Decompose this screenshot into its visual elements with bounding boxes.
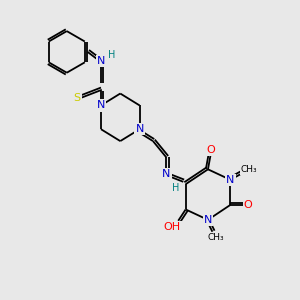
Text: O: O <box>207 145 215 155</box>
Text: H: H <box>108 50 115 60</box>
Text: N: N <box>162 169 170 179</box>
Text: N: N <box>97 56 105 66</box>
Text: H: H <box>172 183 179 193</box>
Text: O: O <box>244 200 253 210</box>
Text: N: N <box>226 175 234 185</box>
Text: CH₃: CH₃ <box>241 165 257 174</box>
Text: N: N <box>204 215 212 225</box>
Text: CH₃: CH₃ <box>207 233 224 242</box>
Text: N: N <box>97 100 105 110</box>
Text: OH: OH <box>164 222 181 232</box>
Text: S: S <box>74 93 81 103</box>
Text: N: N <box>135 124 144 134</box>
